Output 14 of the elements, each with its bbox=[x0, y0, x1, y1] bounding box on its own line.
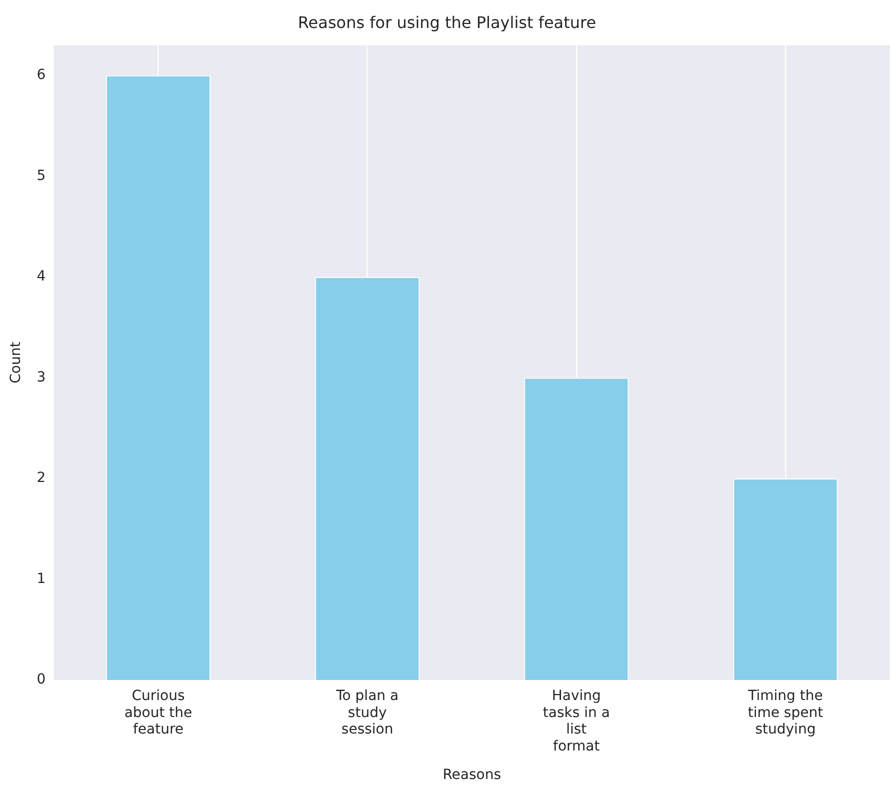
chart-title: Reasons for using the Playlist feature bbox=[298, 12, 596, 32]
y-tick-label: 3 bbox=[36, 369, 46, 386]
y-tick-label: 1 bbox=[36, 570, 46, 587]
x-tick-label: Timing the time spent studying bbox=[747, 688, 824, 738]
y-tick-label: 5 bbox=[36, 168, 46, 184]
x-tick-label: Curious about the feature bbox=[124, 688, 192, 738]
y-axis-title: Count bbox=[8, 341, 24, 384]
y-tick-label: 0 bbox=[36, 672, 46, 688]
y-tick-label: 6 bbox=[36, 67, 46, 84]
x-axis-title: Reasons bbox=[442, 767, 502, 784]
y-tick-label: 4 bbox=[36, 268, 46, 285]
x-tick-label: Having tasks in a list format bbox=[542, 688, 610, 754]
y-tick-label: 2 bbox=[36, 470, 46, 486]
x-tick-label: To plan a study session bbox=[335, 688, 399, 738]
